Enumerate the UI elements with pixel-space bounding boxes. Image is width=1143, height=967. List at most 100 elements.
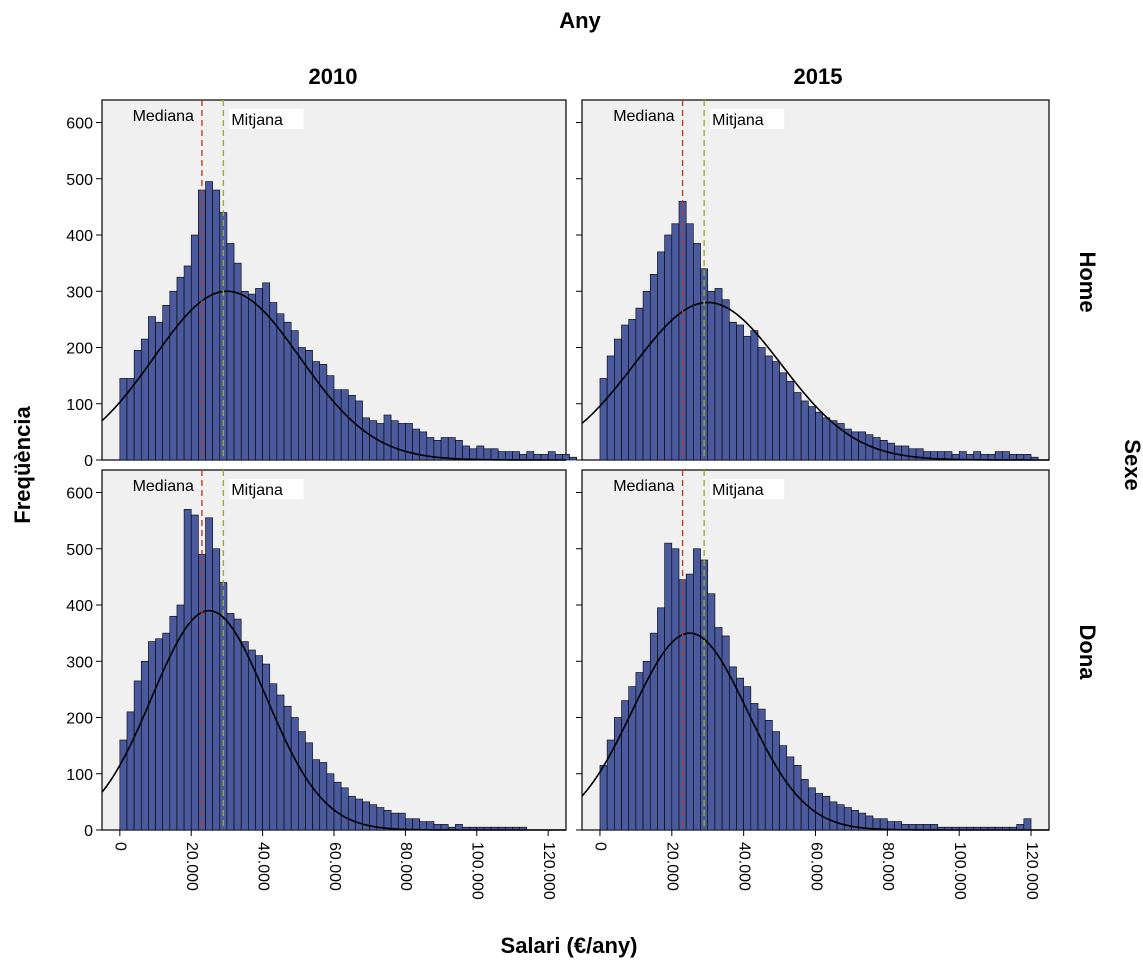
histogram-bar xyxy=(879,818,888,831)
histogram-bar xyxy=(1016,454,1025,461)
histogram-bar xyxy=(836,804,845,831)
histogram-bar xyxy=(772,361,780,461)
histogram-bar xyxy=(685,223,694,461)
y-tick-label: 500 xyxy=(66,542,93,559)
histogram-bar xyxy=(469,448,478,461)
histogram-bar xyxy=(483,448,492,461)
histogram-bar xyxy=(212,548,221,831)
histogram-bar xyxy=(440,437,449,461)
y-tick-label: 0 xyxy=(84,453,93,470)
histogram-bar xyxy=(772,731,780,831)
histogram-bar xyxy=(657,607,665,831)
x-tick-label: 100.000 xyxy=(951,842,968,900)
histogram-bar xyxy=(455,824,463,831)
histogram-bar xyxy=(290,717,299,831)
x-tick-label: 40.000 xyxy=(735,842,752,891)
histogram-bar xyxy=(405,818,413,831)
histogram-bar xyxy=(190,514,199,831)
histogram-bar xyxy=(728,666,737,831)
histogram-bar xyxy=(693,548,701,831)
row-label-home: Home xyxy=(1075,251,1100,312)
mean-label: Mitjana xyxy=(712,112,764,129)
histogram-bar xyxy=(148,641,156,831)
x-tick-label: 80.000 xyxy=(879,842,896,891)
histogram-bar xyxy=(1016,824,1025,831)
histogram-bar xyxy=(757,708,766,831)
histogram-bar xyxy=(190,234,199,461)
y-tick-label: 100 xyxy=(66,767,93,784)
histogram-bar xyxy=(276,313,285,461)
histogram-bar xyxy=(148,316,156,461)
histogram-bar xyxy=(412,818,420,831)
histogram-bar xyxy=(908,448,917,461)
column-facet-title: Any xyxy=(559,8,601,33)
histogram-bar xyxy=(390,812,399,831)
histogram-bar xyxy=(133,680,142,831)
histogram-bar xyxy=(808,406,816,461)
histogram-bar xyxy=(255,288,263,461)
histogram-bar xyxy=(743,686,752,831)
histogram-bar xyxy=(736,324,744,461)
histogram-bar xyxy=(340,787,349,831)
x-tick-label: 60.000 xyxy=(326,842,343,891)
histogram-bar xyxy=(140,338,149,461)
histogram-bar xyxy=(248,649,256,831)
histogram-bar xyxy=(355,798,363,831)
histogram-bar xyxy=(664,542,673,831)
histogram-bar xyxy=(412,428,420,461)
histogram-bar xyxy=(707,593,716,831)
histogram-bar xyxy=(599,765,608,831)
y-tick-label: 600 xyxy=(66,486,93,503)
histogram-bar xyxy=(649,274,658,461)
histogram-bar xyxy=(176,604,185,831)
histogram-bar xyxy=(1023,818,1032,831)
column-label-2015: 2015 xyxy=(794,64,843,89)
histogram-bar xyxy=(829,801,838,831)
histogram-bar xyxy=(269,683,278,831)
histogram-bar xyxy=(355,400,363,461)
histogram-bar xyxy=(155,321,163,461)
y-tick-label: 300 xyxy=(66,284,93,301)
x-tick-label: 60.000 xyxy=(807,842,824,891)
histogram-bar xyxy=(397,423,406,461)
normal-curve xyxy=(101,609,566,831)
histogram-bar xyxy=(505,451,513,461)
histogram-bar xyxy=(554,454,563,461)
histogram-bar xyxy=(822,795,831,831)
histogram-bar xyxy=(512,451,520,461)
y-tick-label: 600 xyxy=(66,116,93,133)
x-tick-label: 20.000 xyxy=(664,842,681,891)
histogram-bar xyxy=(714,627,723,831)
histogram-bar xyxy=(894,821,903,831)
histogram-bar xyxy=(973,451,982,461)
histogram-bar xyxy=(764,720,773,831)
histogram-bar xyxy=(205,517,213,831)
histogram-bar xyxy=(333,389,342,461)
histogram-bar xyxy=(126,378,135,461)
row-facet-title: Sexe xyxy=(1120,439,1143,490)
histogram-bar xyxy=(205,181,213,461)
histogram-bar xyxy=(562,454,570,461)
histogram-bar xyxy=(671,548,680,831)
histogram-bar xyxy=(233,618,242,831)
histogram-bar xyxy=(276,694,285,831)
x-tick-label: 80.000 xyxy=(397,842,414,891)
histogram-bar xyxy=(764,355,773,461)
histogram-bar xyxy=(162,305,171,461)
y-tick-label: 500 xyxy=(66,172,93,189)
x-tick-label: 120.000 xyxy=(1023,842,1040,900)
histogram-bar xyxy=(606,355,615,461)
histogram-bar xyxy=(426,821,435,831)
histogram-bar xyxy=(547,451,556,461)
histogram-bar xyxy=(750,330,759,461)
histogram-bar xyxy=(628,686,637,831)
histogram-bar xyxy=(183,509,192,831)
histogram-bar xyxy=(858,431,867,461)
histogram-bar xyxy=(815,793,823,831)
median-label: Mediana xyxy=(613,108,674,125)
histogram-bar xyxy=(793,392,802,461)
histogram-bar xyxy=(750,703,759,831)
histogram-bar xyxy=(569,456,578,461)
